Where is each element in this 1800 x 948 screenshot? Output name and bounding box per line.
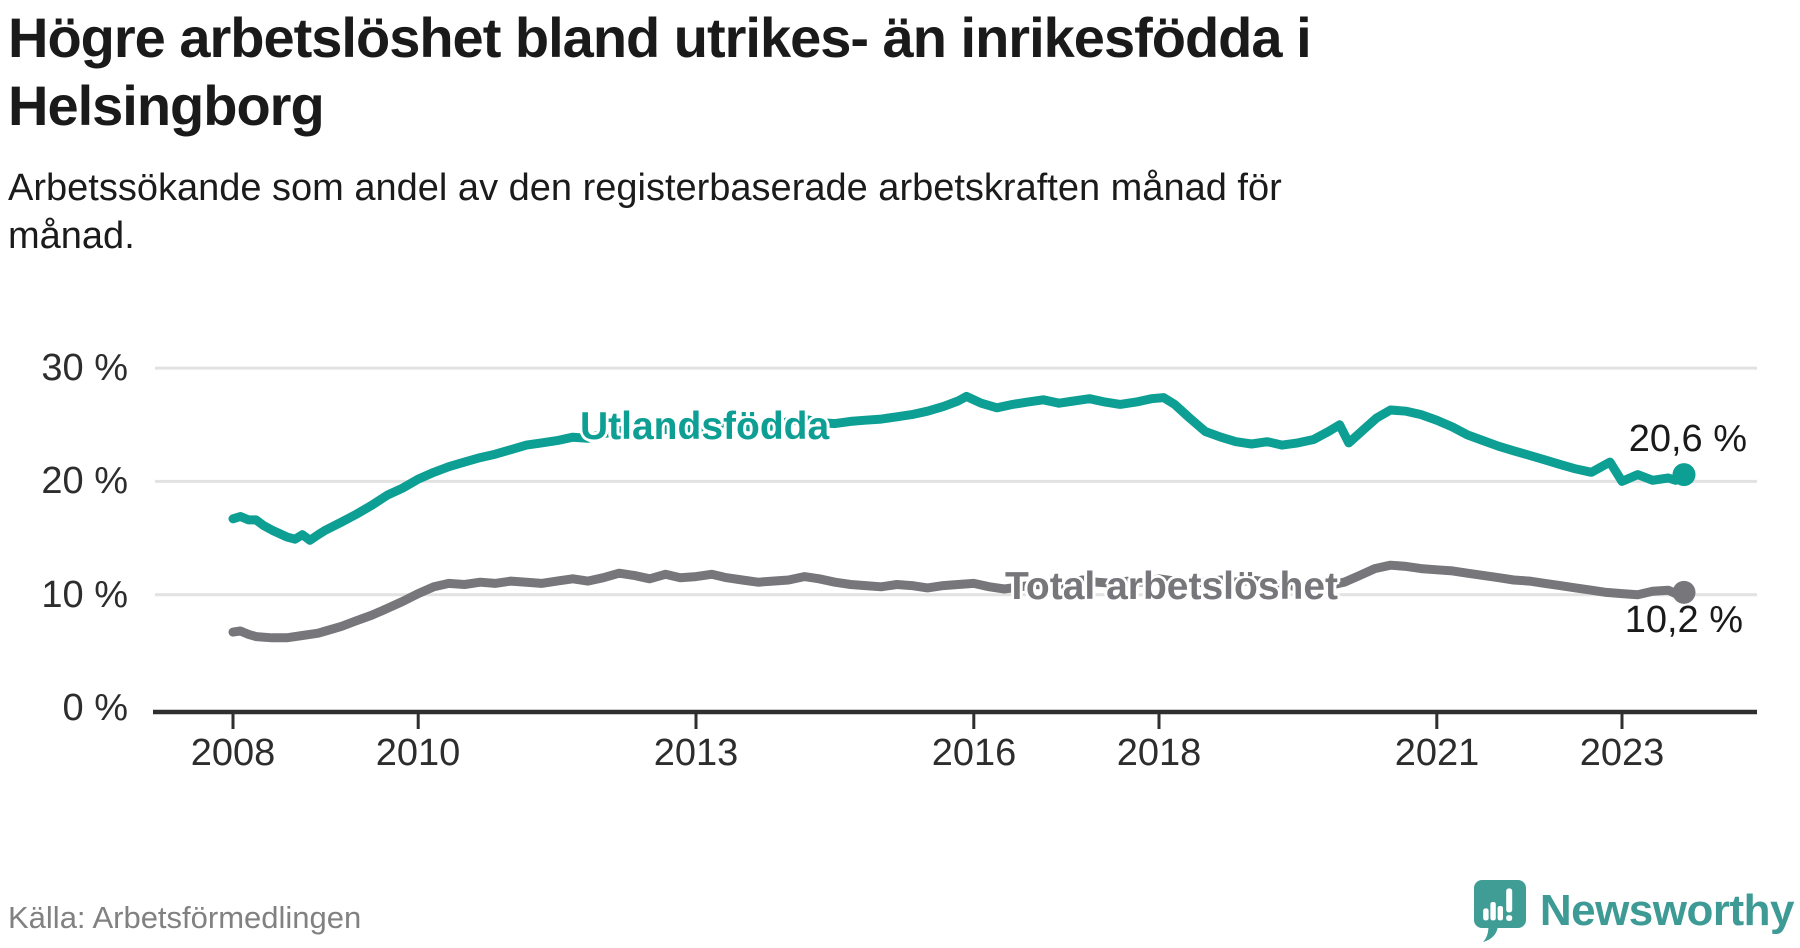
subtitle-line-2: månad. — [8, 215, 135, 258]
series-endpoint-dot-utlandsfodda — [1672, 463, 1696, 487]
newsworthy-logo: Newsworthy — [1473, 880, 1795, 942]
series-label-utlandsfodda: Utlandsfödda — [580, 405, 830, 448]
y-tick-label-10: 10 % — [41, 574, 128, 616]
x-tick-label-2013: 2013 — [653, 732, 739, 774]
end-value-label-total: 10,2 % — [1624, 599, 1743, 641]
y-tick-label-0: 0 % — [62, 687, 128, 729]
source-credit: Källa: Arbetsförmedlingen — [8, 900, 362, 935]
endpoint-dots — [1672, 463, 1696, 604]
title-line-2: Helsingborg — [8, 74, 325, 138]
chart-series — [228, 391, 1689, 643]
series-line-utlandsfodda — [228, 391, 1689, 545]
x-tick-label-2016: 2016 — [931, 732, 1017, 774]
end-value-label-utlandsfodda: 20,6 % — [1628, 418, 1747, 460]
y-tick-label-20: 20 % — [41, 460, 128, 502]
x-tick-label-2021: 2021 — [1394, 732, 1480, 774]
y-tick-label-30: 30 % — [41, 347, 128, 389]
series-label-total: Total arbetslöshet — [1005, 565, 1339, 608]
series-line-total — [228, 560, 1689, 643]
x-tick-label-2010: 2010 — [375, 732, 461, 774]
x-axis — [153, 709, 1757, 729]
newsworthy-chart-bubble-icon — [1473, 880, 1526, 942]
chart-subtitle: Arbetssökande som andel av den registerb… — [8, 164, 1448, 261]
series-endpoint-dot-total — [1672, 580, 1696, 604]
x-tick-label-2008: 2008 — [190, 732, 276, 774]
brand-name: Newsworthy — [1539, 886, 1795, 935]
page-title: Högre arbetslöshet bland utrikes- än inr… — [8, 4, 1588, 141]
title-line-1: Högre arbetslöshet bland utrikes- än inr… — [8, 6, 1312, 69]
x-tick-label-2023: 2023 — [1579, 732, 1665, 774]
subtitle-line-1: Arbetssökande som andel av den registerb… — [8, 167, 1282, 209]
x-tick-label-2018: 2018 — [1116, 732, 1202, 774]
